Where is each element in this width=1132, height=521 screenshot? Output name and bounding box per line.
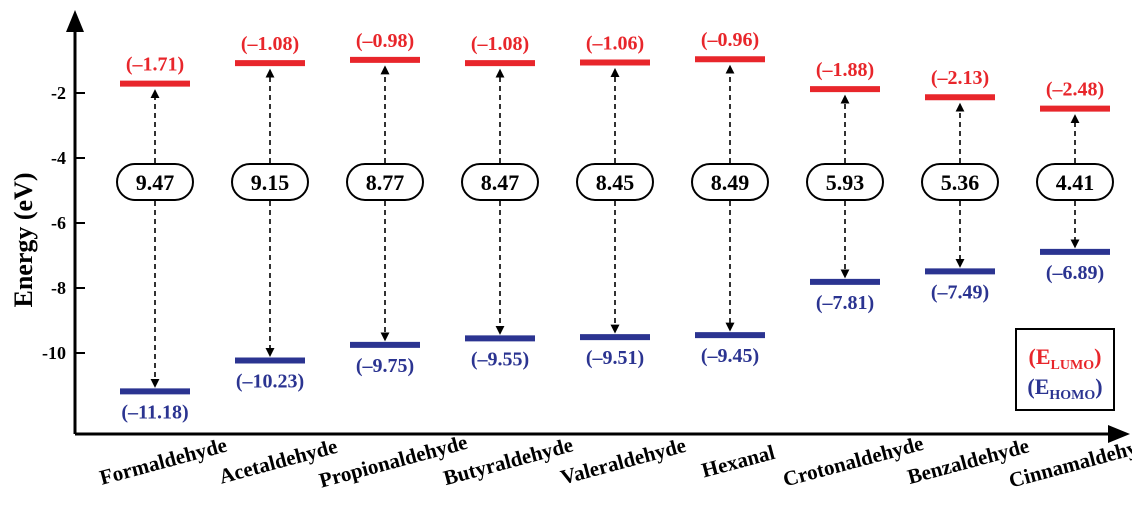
lumo-value-label: (–1.06) — [586, 32, 644, 54]
legend: (ELUMO) (EHOMO) — [1015, 328, 1115, 411]
x-axis-arrow-icon — [1108, 425, 1130, 443]
x-tick-label: Valeraldehyde — [558, 433, 689, 490]
x-tick-label: Formaldehyde — [97, 433, 229, 490]
lumo-value-label: (–2.48) — [1046, 79, 1104, 101]
homo-value-label: (–6.89) — [1046, 262, 1104, 284]
lumo-value-label: (–1.08) — [471, 33, 529, 55]
homo-value-label: (–9.55) — [471, 348, 529, 370]
lumo-value-label: (–1.08) — [241, 33, 299, 55]
legend-box — [1015, 328, 1115, 411]
lumo-value-label: (–0.98) — [356, 30, 414, 52]
gap-oval — [576, 163, 654, 201]
gap-oval — [116, 163, 194, 201]
y-tick-label: -2 — [51, 83, 66, 103]
lumo-value-label: (–2.13) — [931, 67, 989, 89]
legend-homo-sub: HOMO — [1049, 388, 1095, 403]
gap-oval — [691, 163, 769, 201]
lumo-value-label: (–1.88) — [816, 59, 874, 81]
homo-value-label: (–9.51) — [586, 347, 644, 369]
y-ticks: -2 -4 -6 -8 -10 — [42, 83, 85, 363]
homo-value-label: (–9.45) — [701, 345, 759, 367]
homo-value-label: (–7.81) — [816, 292, 874, 314]
gap-value-label: 9.47 — [136, 170, 175, 195]
legend-lumo-prefix: (E — [1029, 344, 1051, 369]
gap-value-label: 5.36 — [941, 170, 980, 195]
legend-lumo-suffix: ) — [1094, 344, 1101, 369]
y-tick-label: -4 — [51, 148, 66, 168]
gap-value-label: 8.45 — [596, 170, 635, 195]
gap-oval — [231, 163, 309, 201]
legend-entry-homo: (EHOMO) — [1027, 374, 1102, 403]
gap-value-label: 8.49 — [711, 170, 750, 195]
gap-value-label: 8.77 — [366, 170, 405, 195]
legend-homo-prefix: (E — [1027, 374, 1049, 399]
gap-oval — [346, 163, 424, 201]
homo-value-label: (–11.18) — [121, 401, 188, 423]
x-tick-labels: FormaldehydeAcetaldehydePropionaldehydeB… — [97, 430, 1132, 493]
legend-lumo-sub: LUMO — [1051, 358, 1095, 373]
gap-oval — [806, 163, 884, 201]
homo-value-label: (–7.49) — [931, 281, 989, 303]
lumo-value-label: (–1.71) — [126, 54, 184, 76]
lumo-value-label: (–0.96) — [701, 29, 759, 51]
y-tick-label: -10 — [42, 343, 66, 363]
y-axis-arrow-icon — [66, 10, 84, 32]
gap-oval — [461, 163, 539, 201]
x-tick-label: Hexanal — [699, 440, 777, 483]
gap-value-label: 4.41 — [1056, 170, 1095, 195]
gap-value-label: 5.93 — [826, 170, 865, 195]
legend-homo-suffix: ) — [1095, 374, 1102, 399]
gap-oval — [1036, 163, 1114, 201]
gap-value-label: 9.15 — [251, 170, 290, 195]
y-tick-label: -6 — [51, 213, 66, 233]
legend-entry-lumo: (ELUMO) — [1029, 344, 1102, 373]
energy-levels: (–1.71) (–11.18) 9.47 (–1.08) (–10.23) 9.15 (–… — [116, 29, 1114, 423]
y-axis-title: Energy (eV) — [9, 172, 38, 307]
gap-oval — [921, 163, 999, 201]
homo-value-label: (–10.23) — [236, 370, 304, 392]
gap-value-label: 8.47 — [481, 170, 520, 195]
y-tick-label: -8 — [51, 278, 66, 298]
homo-value-label: (–9.75) — [356, 355, 414, 377]
x-tick-label: Crotonaldehyde — [780, 431, 926, 492]
